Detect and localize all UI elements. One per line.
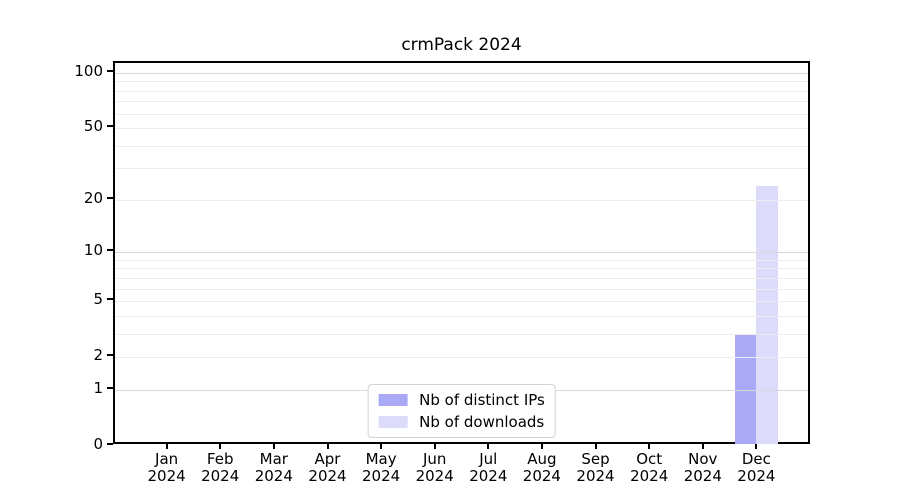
x-tick-year: 2024: [362, 467, 401, 485]
x-tick-label: Nov 2024: [663, 451, 743, 485]
x-tick-label: Mar 2024: [234, 451, 314, 485]
x-tick-year: 2024: [147, 467, 186, 485]
x-tick-year: 2024: [683, 467, 722, 485]
x-tick-mark: [219, 444, 222, 449]
x-tick-label: Jul 2024: [448, 451, 528, 485]
x-tick-label: Feb 2024: [180, 451, 260, 485]
minor-gridline: [115, 259, 808, 261]
x-tick-month: Sep: [581, 450, 610, 468]
y-tick-label: 100: [74, 61, 103, 80]
x-tick-label: Jan 2024: [127, 451, 207, 485]
y-tick-mark: [107, 443, 113, 445]
x-tick-year: 2024: [415, 467, 454, 485]
x-tick-label: May 2024: [341, 451, 421, 485]
x-tick-mark: [487, 444, 490, 449]
bar-nb-of-distinct-ips: [734, 333, 757, 444]
plot-area: Nb of distinct IPs Nb of downloads: [113, 61, 810, 444]
y-tick-label: 5: [93, 290, 103, 309]
x-tick-label: Sep 2024: [556, 451, 636, 485]
x-tick-label: Dec 2024: [716, 451, 796, 485]
x-tick-year: 2024: [308, 467, 347, 485]
minor-gridline: [115, 357, 808, 359]
minor-gridline: [115, 90, 808, 92]
legend-label: Nb of downloads: [419, 413, 545, 431]
x-tick-month: Jul: [479, 450, 498, 468]
legend-label: Nb of distinct IPs: [419, 391, 545, 409]
y-tick-label: 10: [83, 241, 103, 260]
legend-item: Nb of downloads: [378, 413, 545, 431]
x-tick-year: 2024: [630, 467, 669, 485]
x-tick-month: Dec: [741, 450, 771, 468]
minor-gridline: [115, 145, 808, 147]
minor-gridline: [115, 101, 808, 103]
x-tick-mark: [755, 444, 758, 449]
x-tick-year: 2024: [522, 467, 561, 485]
minor-gridline: [115, 168, 808, 170]
x-tick-mark: [540, 444, 543, 449]
y-tick-mark: [107, 298, 113, 301]
x-tick-year: 2024: [576, 467, 615, 485]
x-tick-month: Mar: [259, 450, 288, 468]
y-tick-label: 50: [83, 117, 103, 135]
x-tick-mark: [272, 444, 275, 449]
minor-gridline: [115, 333, 808, 335]
y-tick-mark: [107, 249, 113, 252]
y-tick-label: 0: [93, 435, 103, 453]
x-tick-label: Apr 2024: [288, 451, 368, 485]
x-tick-year: 2024: [201, 467, 240, 485]
x-tick-label: Aug 2024: [502, 451, 582, 485]
x-tick-month: Apr: [314, 450, 341, 468]
major-gridline: [115, 252, 808, 254]
minor-gridline: [115, 268, 808, 270]
x-tick-mark: [648, 444, 651, 449]
minor-gridline: [115, 199, 808, 201]
minor-gridline: [115, 113, 808, 115]
legend: Nb of distinct IPs Nb of downloads: [367, 384, 556, 438]
minor-gridline: [115, 288, 808, 290]
x-tick-month: Jan: [155, 450, 179, 468]
x-tick-label: Oct 2024: [609, 451, 689, 485]
x-tick-mark: [380, 444, 383, 449]
y-tick-label: 1: [93, 378, 103, 397]
x-tick-year: 2024: [469, 467, 508, 485]
legend-item: Nb of distinct IPs: [378, 391, 545, 409]
minor-gridline: [115, 128, 808, 129]
x-tick-month: May: [365, 450, 397, 468]
minor-gridline: [115, 81, 808, 83]
x-tick-month: Oct: [636, 450, 663, 468]
x-tick-mark: [433, 444, 436, 449]
legend-swatch: [378, 416, 408, 428]
y-tick-mark: [107, 196, 113, 199]
x-tick-month: Feb: [206, 450, 234, 468]
y-tick-label: 2: [93, 346, 103, 365]
x-tick-year: 2024: [737, 467, 776, 485]
y-tick-mark: [107, 354, 113, 357]
x-tick-label: Jun 2024: [395, 451, 475, 485]
x-tick-year: 2024: [254, 467, 293, 485]
x-tick-month: Nov: [688, 450, 718, 468]
y-tick-mark: [107, 69, 113, 72]
x-tick-month: Jun: [422, 450, 447, 468]
x-tick-mark: [594, 444, 597, 449]
bar-nb-of-downloads: [756, 185, 778, 444]
y-tick-label: 20: [83, 188, 103, 207]
x-tick-mark: [326, 444, 329, 449]
y-tick-mark: [107, 386, 113, 389]
x-tick-mark: [165, 444, 168, 449]
minor-gridline: [115, 315, 808, 317]
y-tick-mark: [107, 125, 113, 127]
chart-title: crmPack 2024: [401, 35, 522, 55]
x-tick-month: Aug: [527, 450, 557, 468]
legend-swatch: [378, 394, 408, 406]
major-gridline: [115, 72, 808, 74]
minor-gridline: [115, 301, 808, 303]
x-tick-mark: [701, 444, 704, 449]
minor-gridline: [115, 277, 808, 279]
